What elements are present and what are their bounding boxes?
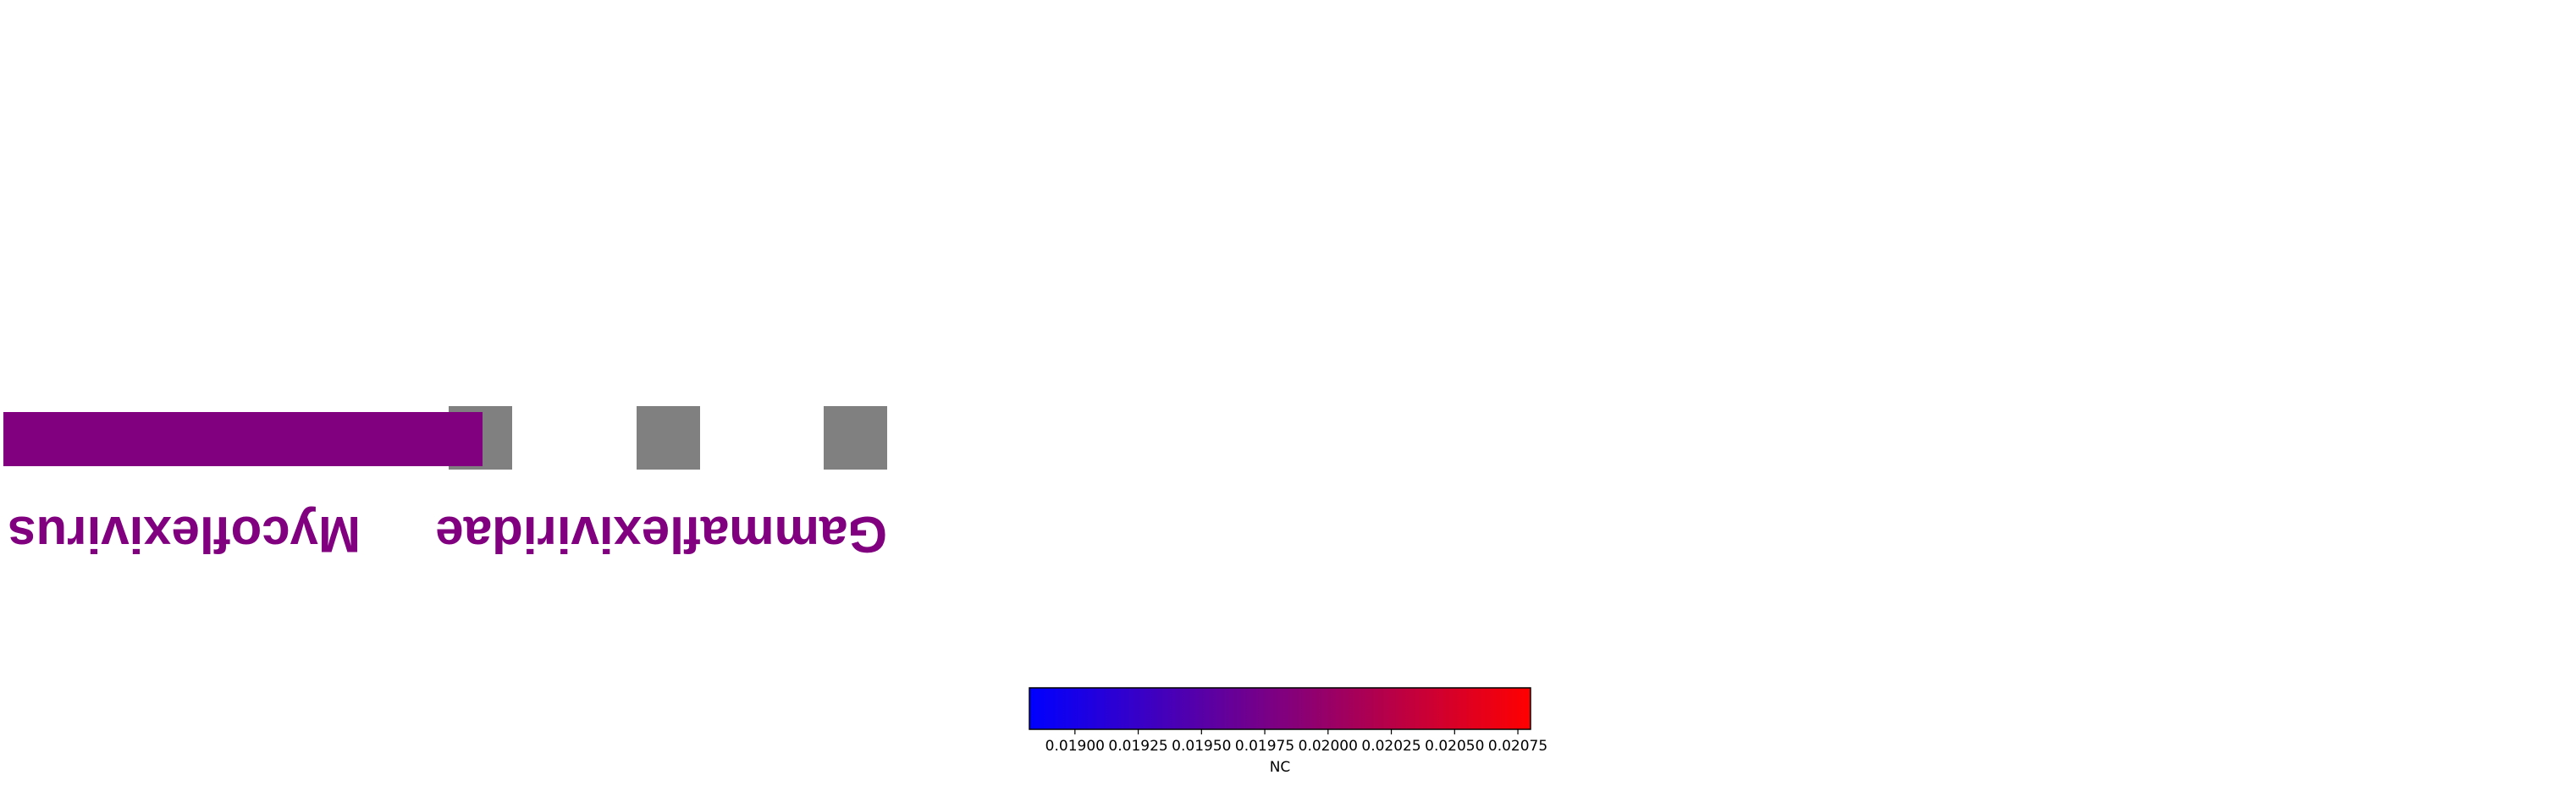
colorbar-tick-label: 0.02075 [1488,738,1547,755]
colorbar-ticks: 0.01900 0.01925 0.01950 0.01975 0.02000 0.020… [1045,729,1547,755]
heatmap-cell [824,406,887,470]
heatmap-cell [637,406,700,470]
colorbar-label: NC [1270,759,1291,776]
colorbar-tick-label: 0.02050 [1425,738,1484,755]
genus-label: Mycoflexivirus [8,506,361,563]
heatmap-cells [449,406,887,470]
colorbar-tick-label: 0.01925 [1108,738,1167,755]
taxon-bar [3,412,483,466]
colorbar-tick-label: 0.02025 [1361,738,1420,755]
colorbar-tick-label: 0.01900 [1045,738,1105,755]
colorbar-tick-label: 0.02000 [1299,738,1358,755]
colorbar-gradient [1029,687,1531,730]
family-label: Gammaflexiviridae [435,506,887,563]
colorbar-tick-label: 0.01950 [1172,738,1231,755]
colorbar: 0.01900 0.01925 0.01950 0.01975 0.02000 0.020… [1029,687,1547,776]
colorbar-tick-label: 0.01975 [1235,738,1294,755]
